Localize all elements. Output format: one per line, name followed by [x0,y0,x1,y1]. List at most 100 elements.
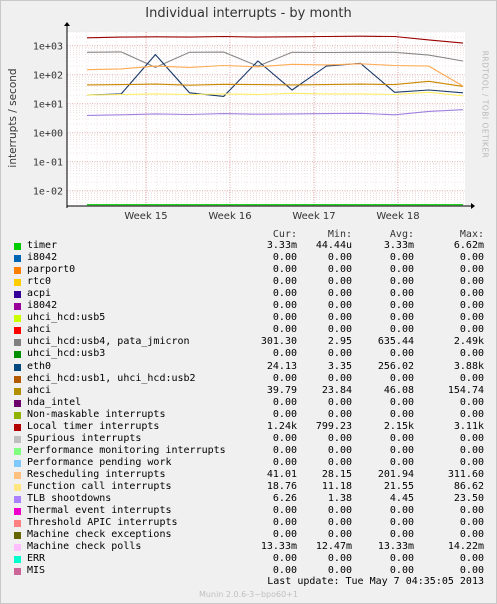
legend-cur-value: 0.00 [272,276,297,288]
series-line [86,35,464,44]
legend-row: MIS 0.00 0.00 0.00 0.00 [14,565,494,577]
legend-avg-value: 0.00 [389,372,414,384]
legend-cur-value: 13.33m [260,541,297,553]
legend-avg-value: 0.00 [389,324,414,336]
series-line [86,63,464,87]
legend-avg-value: 201.94 [377,468,414,480]
legend-max-value: 0.00 [459,553,484,565]
legend-max-value: 86.62 [453,481,484,492]
legend-avg-value: 0.00 [389,312,414,324]
legend-max-value: 0.00 [459,444,484,456]
legend-row: Performance pending work 0.00 0.00 0.00 0.00 [14,457,494,469]
legend-max-value: 0.00 [459,276,484,288]
legend-row: rtc0 0.00 0.00 0.00 0.00 [14,276,494,288]
legend-min-value: 0.00 [327,408,352,420]
legend-row: ahci 39.79 23.84 46.08 154.74 [14,385,494,397]
legend-avg-value: 0.00 [389,444,414,456]
series-line [86,51,464,69]
legend-avg-value: 4.45 [389,493,414,505]
legend-swatch [14,471,21,479]
legend-cur-value: 0.00 [272,396,297,408]
legend-cur-value: 0.00 [272,505,297,517]
legend-max-value: 0.00 [459,264,484,276]
legend-label: acpi [27,288,52,300]
legend-max-value: 14.22m [447,541,484,553]
last-update: Last update: Tue May 7 04:35:05 2013 [267,576,484,587]
legend-swatch [14,508,21,516]
legend-min-value: 0.00 [327,565,352,577]
legend-swatch [14,484,21,491]
legend-label: Function call interrupts [27,481,172,492]
legend-max-value: 311.60 [447,468,484,480]
legend-min-value: 0.00 [327,372,352,384]
legend-min-value: 44.44u [315,240,352,251]
legend-swatch [14,327,21,335]
legend-swatch [14,556,21,564]
legend-row: Local timer interrupts 1.24k 799.23 2.15k 3.… [14,421,494,433]
legend-row: ERR 0.00 0.00 0.00 0.00 [14,553,494,565]
legend-max-value: 0.00 [459,517,484,529]
legend-cur-value: 0.00 [272,408,297,420]
legend-cur-value: 0.00 [272,444,297,456]
legend-swatch [14,291,21,299]
legend-avg-value: 0.00 [389,348,414,360]
legend-label: TLB shootdowns [27,493,112,505]
legend-swatch [14,255,21,263]
legend-min-value: 0.00 [327,324,352,336]
legend-cur-value: 6.26 [272,493,297,505]
legend-cur-value: 0.00 [272,565,297,577]
legend-cur-value: 0.00 [272,456,297,468]
legend-max-value: 0.00 [459,324,484,336]
legend-row: Thermal event interrupts 0.00 0.00 0.00 0.00 [14,505,494,517]
legend-max-value: 0.00 [459,252,484,264]
legend-label: Machine check exceptions [27,529,172,541]
y-tick-label: 1e+02 [33,70,63,81]
legend-max-value: 0.00 [459,565,484,577]
legend-swatch [14,351,21,359]
legend-swatch [14,303,21,311]
legend-header-avg: Avg: [389,229,414,240]
legend-cur-value: 0.00 [272,300,297,312]
legend-swatch [14,435,21,443]
legend-avg-value: 635.44 [377,336,414,348]
legend-row: Threshold APIC interrupts 0.00 0.00 0.00 0.0… [14,517,494,529]
legend-cur-value: 0.00 [272,372,297,384]
legend-avg-value: 0.00 [389,505,414,517]
legend-row: Non-maskable interrupts 0.00 0.00 0.00 0.00 [14,409,494,421]
legend-row: Performance monitoring interrupts 0.00 0.0… [14,445,494,457]
chart-title: Individual interrupts - by month [145,6,352,21]
y-tick-label: 1e-02 [33,186,63,197]
legend-label: i8042 [27,252,58,264]
legend-min-value: 1.38 [327,493,352,505]
legend-header-max: Max: [459,229,484,240]
legend-min-value: 0.00 [327,505,352,517]
legend-min-value: 0.00 [327,348,352,360]
legend-swatch [14,375,21,383]
legend-cur-value: 0.00 [272,553,297,565]
legend-cur-value: 0.00 [272,252,297,264]
legend-row: Function call interrupts 18.76 11.18 21.55 8… [14,481,494,493]
legend-min-value: 0.00 [327,288,352,300]
series-line [86,109,464,116]
legend-swatch [14,459,21,467]
legend-label: Local timer interrupts [27,420,160,432]
legend-label: Non-maskable interrupts [27,408,166,420]
legend-row: Machine check exceptions 0.00 0.00 0.00 0.00 [14,529,494,541]
legend-min-value: 0.00 [327,312,352,324]
legend-min-value: 3.35 [327,360,352,372]
legend-max-value: 3.88k [453,360,484,372]
legend-min-value: 0.00 [327,252,352,264]
legend-avg-value: 0.00 [389,300,414,312]
legend-max-value: 0.00 [459,505,484,517]
legend-label: ahci [27,324,52,336]
legend-max-value: 0.00 [459,372,484,384]
legend-min-value: 23.84 [321,384,352,396]
legend-row: i8042 0.00 0.00 0.00 0.00 [14,252,494,264]
legend-min-value: 0.00 [327,517,352,529]
legend-min-value: 0.00 [327,276,352,288]
legend-max-value: 0.00 [459,396,484,408]
y-tick-label: 1e+03 [33,41,63,52]
legend-row: Machine check polls 13.33m 12.47m 13.33m 14.… [14,541,494,553]
legend-avg-value: 0.00 [389,288,414,300]
legend-max-value: 0.00 [459,288,484,300]
